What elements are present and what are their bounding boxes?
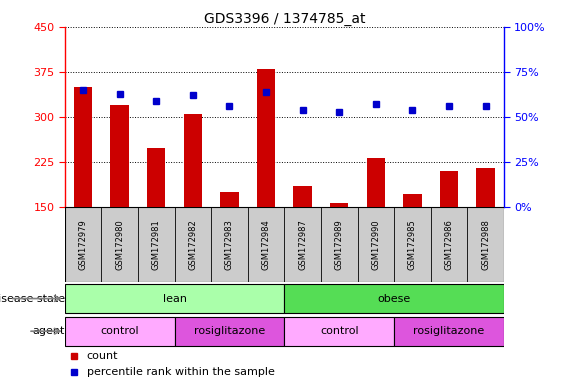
Bar	[147, 148, 166, 207]
Text: GSM172980: GSM172980	[115, 219, 124, 270]
FancyBboxPatch shape	[65, 316, 175, 346]
Text: GSM172986: GSM172986	[445, 219, 453, 270]
Text: lean: lean	[163, 293, 186, 304]
Text: GSM172983: GSM172983	[225, 219, 234, 270]
FancyBboxPatch shape	[175, 316, 284, 346]
FancyBboxPatch shape	[394, 316, 504, 346]
Text: agent: agent	[32, 326, 65, 336]
Title: GDS3396 / 1374785_at: GDS3396 / 1374785_at	[204, 12, 365, 26]
Text: GSM172981: GSM172981	[152, 219, 160, 270]
Bar	[110, 105, 129, 207]
Text: control: control	[320, 326, 359, 336]
Bar	[476, 168, 495, 207]
Bar	[367, 158, 385, 207]
Text: GSM172987: GSM172987	[298, 219, 307, 270]
Bar	[440, 171, 458, 207]
Bar	[403, 194, 422, 207]
FancyBboxPatch shape	[65, 207, 504, 282]
Text: GSM172984: GSM172984	[262, 219, 270, 270]
Text: rosiglitazone: rosiglitazone	[194, 326, 265, 336]
Bar	[257, 69, 275, 207]
Text: percentile rank within the sample: percentile rank within the sample	[87, 367, 275, 377]
Text: control: control	[100, 326, 139, 336]
FancyBboxPatch shape	[284, 316, 394, 346]
Text: GSM172979: GSM172979	[79, 219, 87, 270]
Bar	[184, 114, 202, 207]
Text: GSM172985: GSM172985	[408, 219, 417, 270]
Text: rosiglitazone: rosiglitazone	[413, 326, 485, 336]
Text: GSM172990: GSM172990	[372, 220, 380, 270]
Bar	[293, 186, 312, 207]
Text: GSM172989: GSM172989	[335, 219, 343, 270]
Text: obese: obese	[377, 293, 411, 304]
Bar	[74, 87, 92, 207]
FancyBboxPatch shape	[284, 284, 504, 313]
Text: disease state: disease state	[0, 293, 65, 304]
Bar	[330, 202, 348, 207]
Text: GSM172988: GSM172988	[481, 219, 490, 270]
FancyBboxPatch shape	[65, 284, 284, 313]
Text: count: count	[87, 351, 118, 361]
Bar	[220, 192, 239, 207]
Text: GSM172982: GSM172982	[189, 219, 197, 270]
